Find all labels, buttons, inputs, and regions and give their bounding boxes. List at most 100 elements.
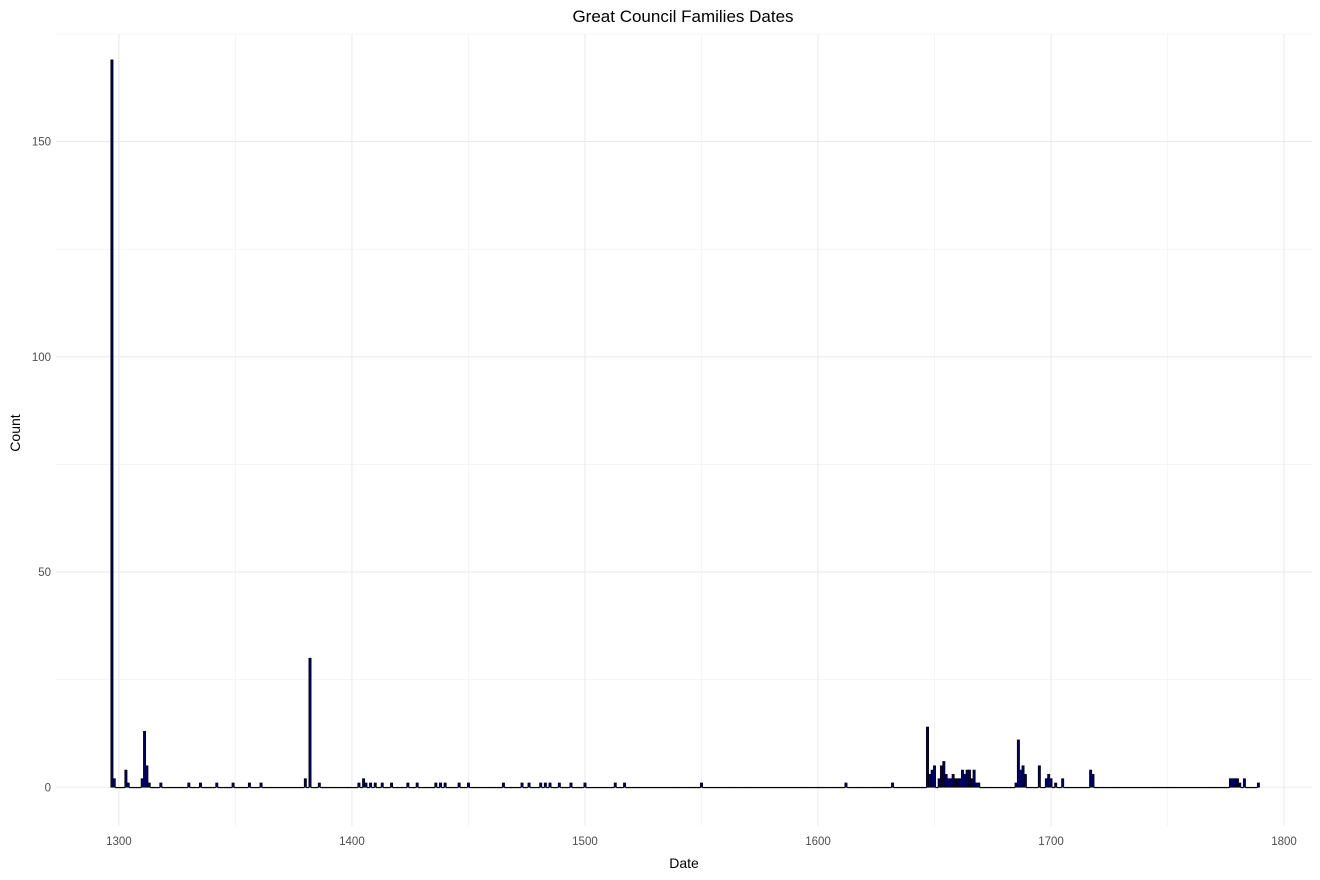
bar (504, 786, 508, 789)
bar (581, 786, 585, 789)
bar (1149, 786, 1153, 789)
bar (1105, 786, 1109, 789)
bar (1133, 786, 1137, 789)
bar (462, 786, 466, 789)
bar (949, 778, 953, 788)
x-tick-label: 1800 (1271, 836, 1297, 848)
bar (739, 786, 743, 789)
bar (627, 786, 631, 789)
bar (1030, 786, 1034, 789)
bar (473, 786, 477, 789)
bar (828, 786, 832, 789)
bar (534, 786, 538, 789)
bar (152, 786, 156, 789)
bar (653, 786, 657, 789)
bar (888, 786, 892, 789)
bar (266, 786, 270, 789)
bar (436, 786, 440, 789)
bar (700, 782, 703, 788)
bar (289, 786, 293, 789)
bar (958, 778, 962, 788)
bar (247, 782, 251, 788)
bar (753, 786, 757, 789)
bar (133, 786, 137, 789)
bar (1128, 786, 1132, 789)
bar (576, 786, 580, 789)
bar (157, 786, 160, 789)
bar (672, 786, 675, 789)
bar (238, 786, 242, 789)
grid (56, 33, 1312, 826)
bar (1208, 786, 1211, 789)
bar (448, 786, 452, 789)
bar (632, 786, 636, 789)
bar (434, 782, 438, 788)
bar (1228, 778, 1232, 788)
bar (245, 786, 249, 789)
bar (618, 786, 622, 789)
bar (574, 786, 578, 789)
y-tick-label: 150 (32, 137, 51, 149)
bar (515, 786, 519, 789)
bar (422, 786, 426, 789)
bar (317, 782, 321, 788)
bar (718, 786, 722, 789)
bar (112, 778, 116, 788)
bar (548, 782, 552, 788)
bar (683, 786, 687, 789)
y-tick-label: 100 (32, 352, 51, 364)
bar (816, 786, 820, 789)
bar (870, 786, 874, 789)
bar (956, 778, 960, 788)
bar (772, 786, 776, 789)
bar (760, 786, 764, 789)
bar (385, 786, 389, 789)
bar (1166, 786, 1169, 789)
bar (637, 786, 641, 789)
bar (986, 786, 990, 789)
bar (478, 786, 482, 789)
bar (296, 786, 300, 789)
bar (737, 786, 741, 789)
bar (933, 765, 936, 788)
bar (1177, 786, 1181, 789)
bar (1163, 786, 1167, 789)
bar (511, 786, 515, 789)
bar (206, 786, 209, 789)
bar (182, 786, 186, 789)
bar (711, 786, 715, 789)
bar (644, 786, 648, 789)
bar (844, 782, 848, 788)
bar (1189, 786, 1193, 789)
bar (1061, 778, 1065, 788)
bar (187, 782, 191, 788)
bar (1145, 786, 1149, 789)
bar (1159, 786, 1162, 789)
bar (569, 782, 573, 788)
bar (830, 786, 834, 789)
bar (1221, 786, 1225, 789)
bar (947, 778, 950, 788)
bar (1044, 778, 1048, 788)
bar (797, 786, 801, 789)
bar (527, 782, 531, 788)
bar (408, 786, 412, 789)
bar (348, 786, 352, 789)
bar (287, 786, 291, 789)
bar (415, 782, 419, 788)
bar (1065, 786, 1069, 789)
bar (226, 786, 230, 789)
bar (879, 786, 883, 789)
bar (1040, 786, 1044, 789)
bar (376, 786, 380, 789)
bar (1196, 786, 1200, 789)
bar (443, 782, 447, 788)
bar (641, 786, 645, 789)
bar (518, 786, 522, 789)
bar (900, 786, 904, 789)
bar (695, 786, 699, 789)
bar (485, 786, 489, 789)
bar (240, 786, 244, 789)
bar (301, 786, 305, 789)
bar (1191, 786, 1195, 789)
